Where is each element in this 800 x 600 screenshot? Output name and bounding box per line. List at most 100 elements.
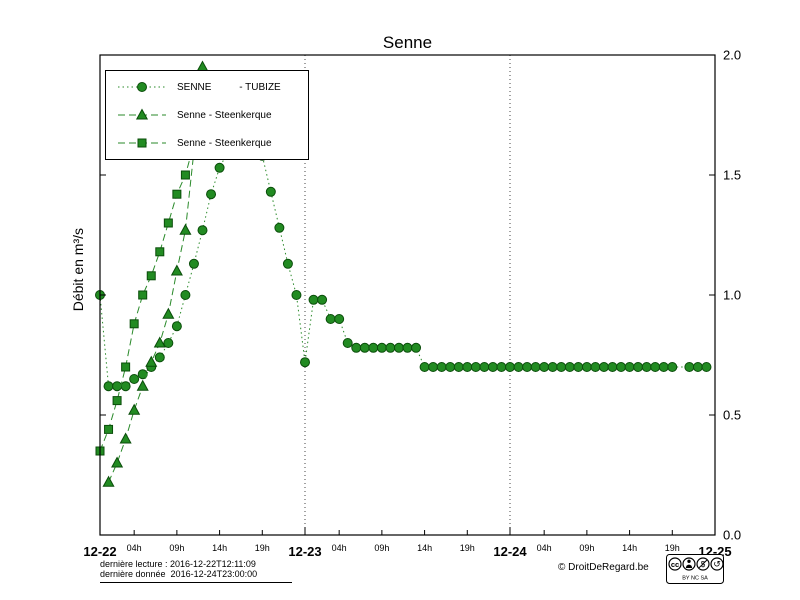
y-tick-label: 2.0 [723, 48, 741, 63]
x-day-label: 12-22 [83, 544, 116, 559]
footer-divider [100, 582, 292, 583]
data-point-circle [359, 342, 370, 353]
data-point-square [155, 247, 165, 257]
data-point-triangle [136, 379, 149, 391]
data-point-square [172, 189, 182, 199]
data-point-circle [462, 362, 473, 372]
data-point-triangle [162, 307, 175, 319]
data-point-square [163, 218, 173, 228]
data-point-circle [317, 294, 328, 305]
legend-entry-tubize: SENNE - TUBIZE [116, 79, 298, 95]
legend-label: Senne - Steenkerque [177, 109, 272, 121]
y-tick-label: 1.5 [723, 168, 741, 183]
data-point-circle [188, 258, 199, 269]
data-point-circle [496, 362, 507, 372]
data-point-circle [581, 362, 592, 372]
data-point-circle [692, 362, 703, 372]
data-point-square [104, 424, 114, 434]
x-day-label: 12-24 [493, 544, 527, 559]
data-point-circle [598, 362, 609, 372]
svg-text:$: $ [701, 560, 706, 569]
x-day-label: 12-23 [288, 544, 321, 559]
x-hour-label: 09h [374, 543, 389, 553]
data-point-square [180, 170, 190, 180]
x-hour-label: 04h [127, 543, 142, 553]
x-hour-label: 14h [212, 543, 227, 553]
x-hour-label: 04h [332, 543, 347, 553]
data-point-circle [197, 225, 208, 236]
data-point-circle [325, 314, 336, 324]
last-reading-text: dernière lecture : 2016-12-22T12:11:09 [100, 559, 256, 569]
legend-marker-circle [118, 82, 166, 92]
y-tick-label: 1.0 [723, 288, 741, 303]
data-point-circle [453, 362, 464, 372]
footer-block: dernière lecture : 2016-12-22T12:11:09 d… [100, 559, 292, 583]
data-point-triangle [128, 403, 141, 415]
data-point-circle [641, 362, 652, 372]
data-point-circle [163, 338, 174, 348]
legend: SENNE - TUBIZE Senne - Steenkerque Senne… [105, 70, 309, 160]
data-point-circle [291, 290, 302, 300]
legend-label: Senne - Steenkerque [177, 137, 272, 149]
data-point-circle [342, 338, 353, 348]
series-line-square [99, 143, 195, 452]
cc-license-badge[interactable]: cc $ ↺ BY NC SA [666, 554, 724, 584]
data-point-circle [522, 362, 533, 372]
data-point-square [129, 319, 139, 329]
data-point-circle [684, 362, 695, 372]
data-point-circle [274, 222, 285, 233]
data-point-circle [556, 362, 567, 372]
x-hour-label: 09h [169, 543, 184, 553]
data-point-circle [376, 342, 387, 353]
nc-icon: $ [696, 557, 710, 571]
x-hour-label: 14h [417, 543, 432, 553]
data-point-triangle [102, 475, 115, 487]
legend-label: SENNE - TUBIZE [177, 81, 281, 93]
data-point-circle [590, 362, 601, 372]
data-point-circle [385, 342, 396, 353]
data-point-square [138, 290, 148, 300]
data-point-circle [624, 362, 635, 372]
data-point-circle [607, 362, 618, 372]
data-point-circle [402, 342, 413, 353]
data-point-circle [530, 362, 541, 372]
data-point-circle [393, 342, 404, 353]
sa-icon: ↺ [710, 557, 724, 571]
data-point-circle [334, 314, 345, 324]
y-tick-label: 0.5 [723, 408, 741, 423]
data-point-circle [129, 374, 140, 384]
data-point-circle [214, 162, 225, 173]
data-point-circle [154, 352, 165, 363]
data-point-circle [103, 381, 114, 392]
data-point-circle [616, 362, 627, 372]
data-point-circle [436, 362, 447, 372]
y-tick-label: 0.0 [723, 528, 741, 543]
x-hour-label: 09h [579, 543, 594, 553]
data-point-circle [470, 362, 481, 372]
by-icon [682, 557, 696, 571]
data-point-triangle [145, 355, 158, 367]
data-point-circle [505, 362, 515, 372]
copyright-text: © DroitDeRegard.be [558, 562, 649, 573]
legend-marker-square [118, 138, 166, 148]
last-data-text: dernière donnée 2016-12-24T23:00:00 [100, 569, 258, 579]
y-axis-label: Débit en m³/s [70, 228, 86, 312]
data-point-circle [120, 381, 131, 392]
data-point-circle [633, 362, 644, 372]
data-point-circle [300, 357, 310, 368]
legend-entry-steenkerque-2: Senne - Steenkerque [116, 135, 298, 151]
data-point-triangle [153, 336, 166, 348]
data-point-circle [539, 362, 550, 372]
legend-entry-steenkerque-1: Senne - Steenkerque [116, 107, 298, 123]
data-point-circle [411, 342, 422, 353]
data-point-circle [667, 362, 678, 372]
svg-text:cc: cc [671, 560, 679, 569]
x-hour-label: 19h [460, 543, 475, 553]
data-point-circle [445, 362, 456, 372]
data-point-triangle [111, 456, 124, 468]
x-hour-label: 14h [622, 543, 637, 553]
data-point-circle [206, 189, 217, 200]
data-point-circle [308, 294, 319, 305]
